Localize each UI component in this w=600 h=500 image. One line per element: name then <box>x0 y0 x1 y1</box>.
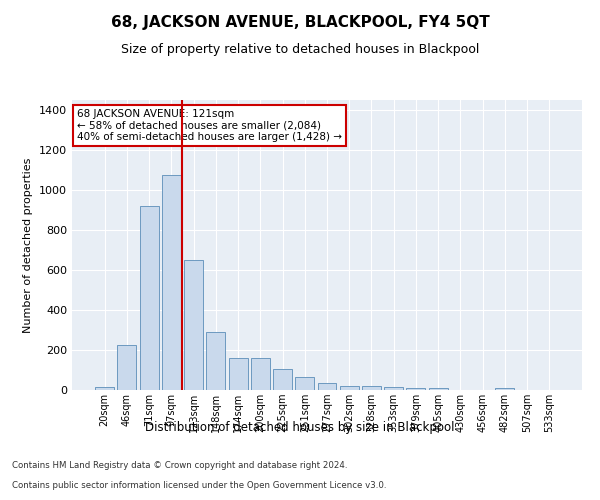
Y-axis label: Number of detached properties: Number of detached properties <box>23 158 34 332</box>
Bar <box>384 388 403 390</box>
Bar <box>429 388 448 390</box>
Bar <box>206 332 225 390</box>
Bar <box>295 377 314 390</box>
Bar <box>95 387 114 390</box>
Bar <box>229 358 248 390</box>
Bar <box>162 175 181 390</box>
Text: Size of property relative to detached houses in Blackpool: Size of property relative to detached ho… <box>121 42 479 56</box>
Text: Distribution of detached houses by size in Blackpool: Distribution of detached houses by size … <box>145 421 455 434</box>
Text: Contains public sector information licensed under the Open Government Licence v3: Contains public sector information licen… <box>12 481 386 490</box>
Bar <box>140 206 158 390</box>
Bar <box>496 388 514 390</box>
Text: 68 JACKSON AVENUE: 121sqm
← 58% of detached houses are smaller (2,084)
40% of se: 68 JACKSON AVENUE: 121sqm ← 58% of detac… <box>77 108 342 142</box>
Bar <box>340 386 359 390</box>
Bar <box>251 358 270 390</box>
Bar <box>362 386 381 390</box>
Bar <box>184 260 203 390</box>
Bar <box>406 388 425 390</box>
Bar <box>273 369 292 390</box>
Text: 68, JACKSON AVENUE, BLACKPOOL, FY4 5QT: 68, JACKSON AVENUE, BLACKPOOL, FY4 5QT <box>110 15 490 30</box>
Text: Contains HM Land Registry data © Crown copyright and database right 2024.: Contains HM Land Registry data © Crown c… <box>12 461 347 470</box>
Bar <box>118 345 136 390</box>
Bar <box>317 383 337 390</box>
